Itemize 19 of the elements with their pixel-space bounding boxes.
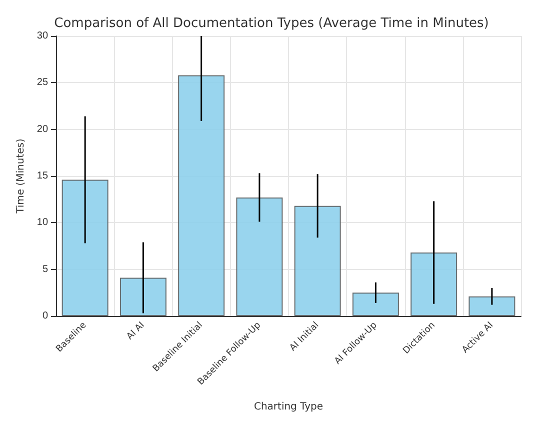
x-tick-label: AI AI	[125, 320, 147, 342]
y-axis-title: Time (Minutes)	[16, 138, 26, 214]
y-tick-label: 30	[36, 30, 48, 42]
y-tick-label: 5	[42, 264, 48, 275]
y-tick-label: 15	[36, 170, 48, 182]
bar	[120, 278, 166, 316]
bar	[352, 292, 399, 316]
y-tick-label: 20	[36, 124, 48, 135]
bar	[468, 296, 516, 316]
x-axis-title: Charting Type	[254, 402, 324, 412]
y-tick-label: 25	[36, 77, 48, 88]
y-tick-label: 0	[42, 310, 48, 322]
bar	[410, 252, 458, 316]
y-tick-label: 10	[36, 217, 48, 228]
bar	[62, 180, 108, 316]
bar	[178, 75, 225, 316]
bar	[294, 206, 341, 316]
bar	[236, 197, 283, 316]
chart-title: Comparison of All Documentation Types (Average Time in Minutes)	[54, 16, 489, 31]
